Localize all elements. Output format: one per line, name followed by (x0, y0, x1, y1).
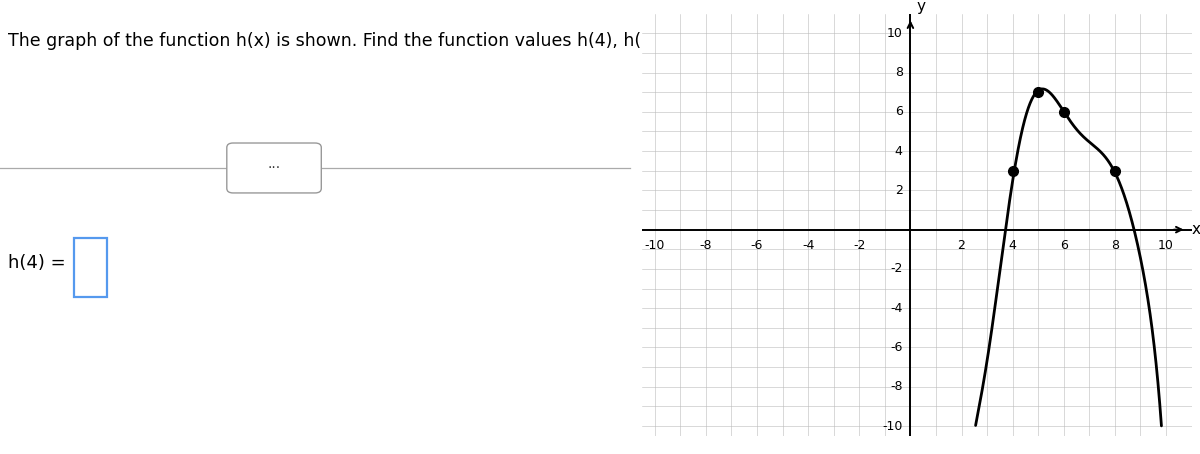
Text: -6: -6 (751, 239, 763, 252)
Text: -2: -2 (853, 239, 865, 252)
Text: -10: -10 (882, 419, 902, 433)
Text: 10: 10 (1158, 239, 1174, 252)
Text: x: x (1192, 222, 1200, 237)
FancyBboxPatch shape (74, 238, 107, 297)
Text: -8: -8 (890, 380, 902, 393)
Text: 10: 10 (887, 27, 902, 40)
Text: 2: 2 (895, 184, 902, 197)
Text: ···: ··· (268, 161, 281, 175)
Text: 2: 2 (958, 239, 966, 252)
Text: -6: -6 (890, 341, 902, 354)
Text: -4: -4 (802, 239, 815, 252)
Text: -8: -8 (700, 239, 712, 252)
Text: 4: 4 (895, 144, 902, 158)
Text: 4: 4 (1009, 239, 1016, 252)
FancyBboxPatch shape (227, 143, 322, 193)
Text: -4: -4 (890, 302, 902, 315)
Text: -2: -2 (890, 262, 902, 276)
Text: -10: -10 (644, 239, 665, 252)
Text: 8: 8 (1111, 239, 1118, 252)
Text: h(4) =: h(4) = (7, 254, 65, 272)
Text: 6: 6 (895, 105, 902, 118)
Text: The graph of the function h(x) is shown. Find the function values h(4), h(6), an: The graph of the function h(x) is shown.… (7, 32, 749, 50)
Text: y: y (917, 0, 926, 14)
Text: 6: 6 (1060, 239, 1068, 252)
Text: 8: 8 (895, 66, 902, 79)
